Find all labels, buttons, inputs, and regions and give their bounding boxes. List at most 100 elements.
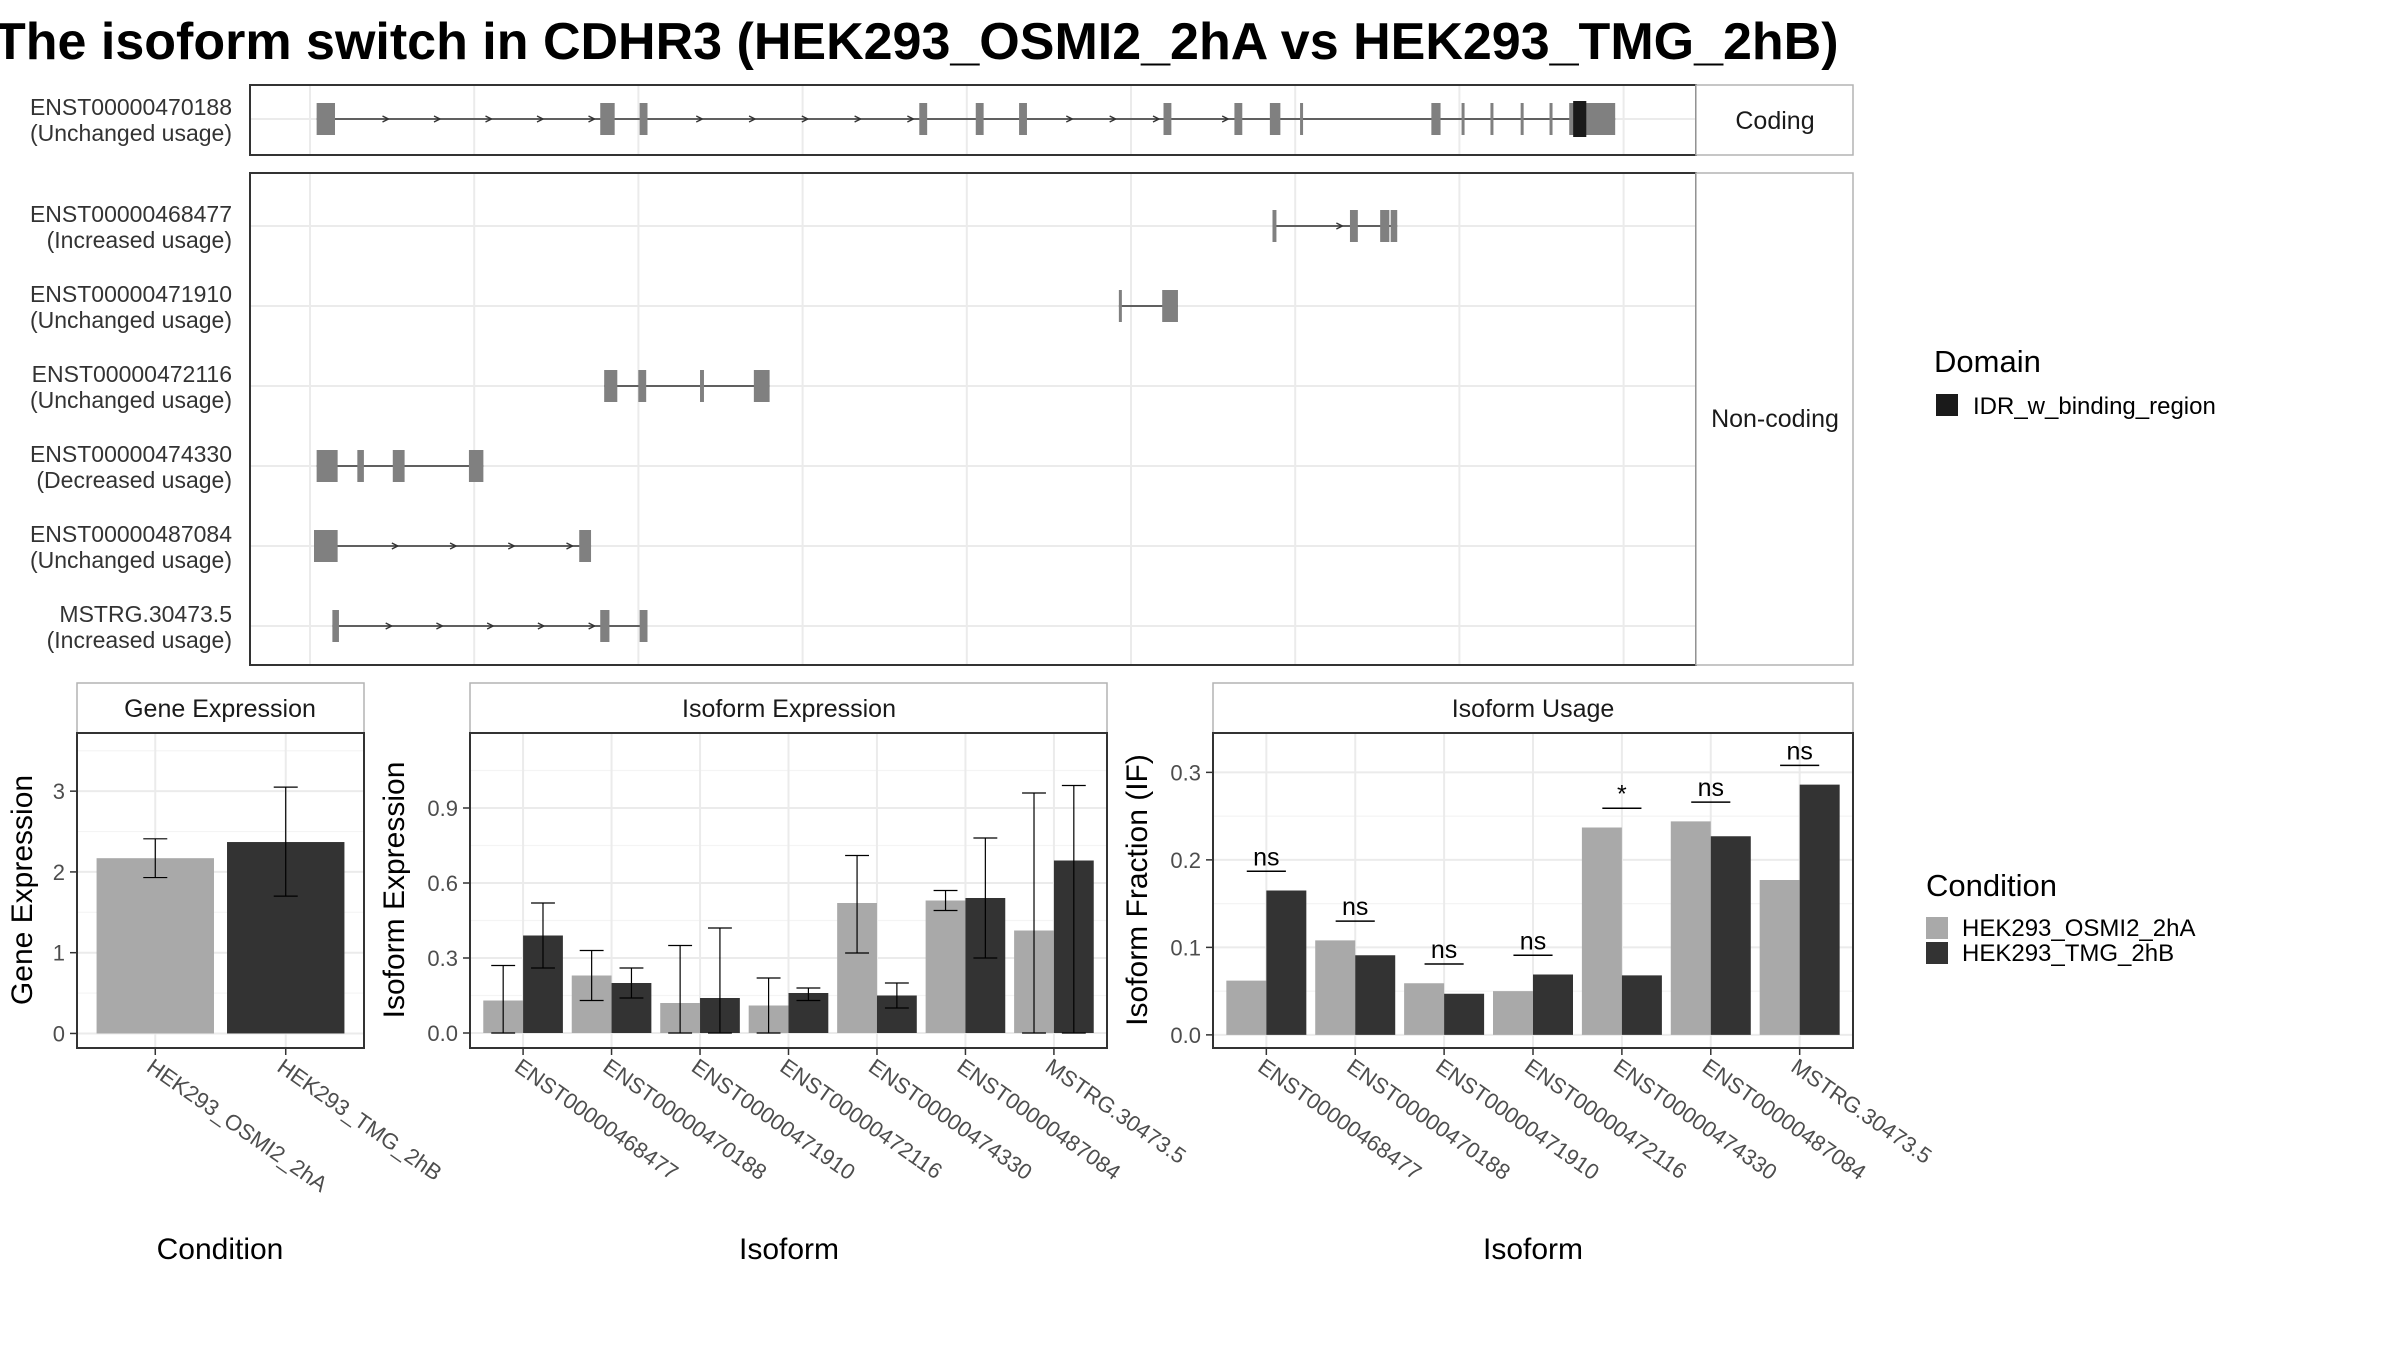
significance-label: ns xyxy=(1253,843,1279,871)
transcript-usage-label: (Decreased usage) xyxy=(36,467,232,493)
isoform-expression-y-title: Isoform Expression xyxy=(378,762,411,1019)
exon-block xyxy=(975,103,984,135)
exon-block xyxy=(316,103,336,135)
bar xyxy=(1355,955,1396,1035)
direction-arrow xyxy=(588,115,597,123)
transcript-id-label: MSTRG.30473.5 xyxy=(59,601,232,627)
exon-block xyxy=(314,530,338,562)
exon-block xyxy=(1431,103,1441,135)
x-tick-label: ENST00000471910 xyxy=(1431,1054,1604,1185)
exon-block xyxy=(1019,103,1027,135)
y-tick-label: 0.9 xyxy=(427,796,458,821)
x-tick-label: ENST00000474330 xyxy=(1609,1054,1782,1185)
noncoding-strip xyxy=(1695,172,1854,666)
noncoding-grid xyxy=(309,174,1625,664)
bar xyxy=(1710,836,1751,1035)
x-tick-label: ENST00000471910 xyxy=(687,1054,860,1185)
transcript-usage-label: (Increased usage) xyxy=(47,227,232,253)
y-tick-label: 0.0 xyxy=(427,1021,458,1046)
x-tick-label: ENST00000468477 xyxy=(510,1054,683,1185)
exon-block xyxy=(639,103,648,135)
gene-expression-strip-label: Gene Expression xyxy=(124,695,316,723)
direction-arrow xyxy=(382,115,391,123)
x-tick-label: ENST00000472116 xyxy=(776,1054,947,1184)
gene-expression-strip xyxy=(76,682,365,734)
direction-arrow xyxy=(854,115,863,123)
exon-block xyxy=(753,370,770,402)
condition-legend-title: Condition xyxy=(1926,868,2057,903)
significance-label: ns xyxy=(1342,893,1368,921)
exon-block xyxy=(316,450,338,482)
domain-legend-swatch xyxy=(1936,394,1958,416)
significance-label: ns xyxy=(1786,737,1812,765)
direction-arrow xyxy=(566,542,575,550)
y-tick-label: 0.3 xyxy=(1170,760,1201,785)
direction-arrow xyxy=(1336,222,1344,230)
x-tick-label: ENST00000472116 xyxy=(1520,1054,1691,1184)
exon-block xyxy=(579,530,592,562)
x-tick-label: ENST00000470188 xyxy=(1342,1054,1515,1185)
bar xyxy=(1581,827,1622,1035)
direction-arrow xyxy=(391,542,400,550)
bar xyxy=(1404,983,1445,1035)
transcript-id-label: ENST00000472116 xyxy=(32,361,232,387)
isoform-expression-plot: 0.0 0.3 0.6 0.9 ENST00000468477ENST000004701… xyxy=(427,733,1191,1185)
exon-block xyxy=(1163,103,1172,135)
x-tick-label: ENST00000470188 xyxy=(599,1054,772,1185)
transcript-id-label: ENST00000487084 xyxy=(30,521,232,547)
exon-block xyxy=(1300,103,1304,135)
direction-arrow xyxy=(436,622,444,630)
y-tick-label: 3 xyxy=(53,779,65,804)
figure-title: The isoform switch in CDHR3 (HEK293_OSMI… xyxy=(0,13,1839,71)
transcript-usage-label: (Unchanged usage) xyxy=(30,120,232,146)
exon-block xyxy=(700,370,704,402)
x-tick-label: ENST00000487084 xyxy=(1698,1054,1871,1185)
exon-block xyxy=(1162,290,1178,322)
direction-arrow xyxy=(801,115,810,123)
exon-block xyxy=(1272,210,1277,242)
direction-arrow xyxy=(695,115,704,123)
direction-arrow xyxy=(433,115,442,123)
exon-block xyxy=(600,610,610,642)
y-tick-label: 0.6 xyxy=(427,871,458,896)
transcript-id-label: ENST00000471910 xyxy=(30,281,232,307)
direction-arrow xyxy=(485,115,494,123)
direction-arrow xyxy=(907,115,915,123)
direction-arrow xyxy=(507,542,516,550)
y-tick-label: 0.3 xyxy=(427,946,458,971)
exon-block xyxy=(1349,210,1358,242)
exon-block xyxy=(1461,103,1465,135)
direction-arrow xyxy=(748,115,757,123)
exon-block xyxy=(1390,210,1398,242)
isoform-expression-chart: Isoform Expression 0.0 0.3 0.6 0.9 ENST00000… xyxy=(378,682,1191,1266)
condition-legend-label-b: HEK293_TMG_2hB xyxy=(1962,940,2174,967)
y-tick-label: 0.1 xyxy=(1170,935,1201,960)
noncoding-panel-border xyxy=(249,172,1697,666)
bar xyxy=(1670,821,1711,1035)
isoform-expression-plot-border xyxy=(469,732,1108,1049)
exon-block xyxy=(392,450,405,482)
condition-legend-swatch-b xyxy=(1926,942,1948,964)
exon-block xyxy=(600,103,615,135)
transcript-id-label: ENST00000468477 xyxy=(30,201,232,227)
direction-arrow xyxy=(486,622,495,630)
x-tick-label: ENST00000468477 xyxy=(1253,1054,1426,1185)
significance-label: * xyxy=(1617,780,1627,808)
transcript-usage-label: (Increased usage) xyxy=(47,627,232,653)
y-tick-label: 1 xyxy=(53,941,65,966)
direction-arrow xyxy=(1109,115,1118,123)
domain-legend-title: Domain xyxy=(1934,344,2041,379)
isoform-usage-plot: 0.0 0.1 0.2 0.3 ENST00000468477ENST000004701… xyxy=(1170,733,1936,1185)
isoform-usage-y-title: Isoform Fraction (IF) xyxy=(1121,754,1154,1026)
exon-block xyxy=(1269,103,1281,135)
isoform-usage-chart: Isoform Usage 0.0 0.1 0.2 0.3 ENST0000046847… xyxy=(1121,682,1936,1266)
bar xyxy=(1759,880,1800,1035)
bar xyxy=(1493,991,1533,1035)
bar xyxy=(96,858,214,1034)
exon-block xyxy=(1490,103,1494,135)
exon-block xyxy=(1118,290,1122,322)
exon-block xyxy=(639,610,648,642)
x-tick-label: ENST00000487084 xyxy=(953,1054,1126,1185)
isoform-expression-strip-label: Isoform Expression xyxy=(682,695,896,723)
direction-arrow xyxy=(1221,115,1230,123)
